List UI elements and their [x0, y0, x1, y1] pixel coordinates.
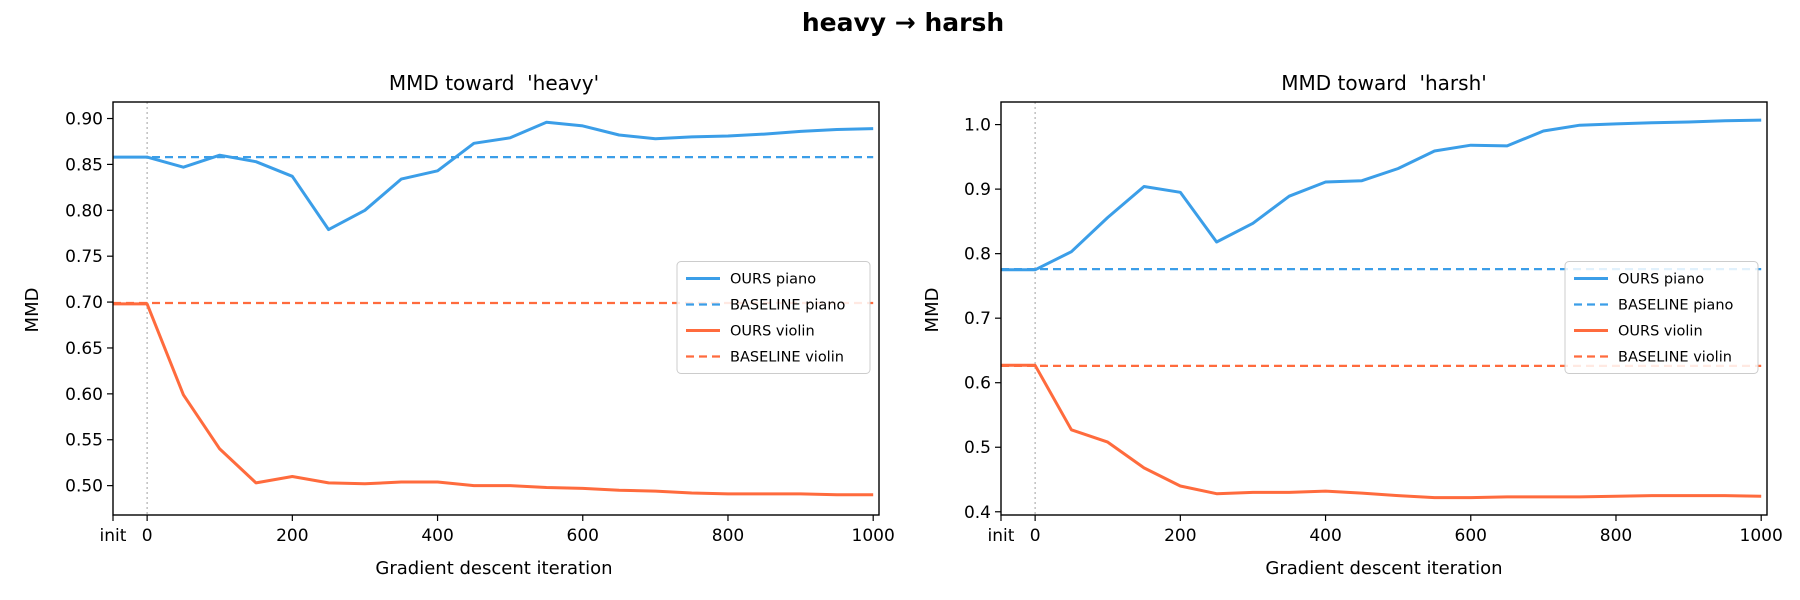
- plot-area-heavy: 0.90 0.85 0.80 0.75 0.70 0.65 0.60 0.55 0.50 init…: [65, 101, 895, 546]
- x-tick-label: 0: [1030, 526, 1041, 546]
- y-tick-label: 0.4: [964, 503, 991, 523]
- legend-label: OURS piano: [1618, 272, 1704, 288]
- xlabel-harsh: Gradient descent iteration: [1265, 558, 1502, 579]
- y-tick-label: 0.80: [65, 201, 103, 221]
- x-tick-label: 400: [421, 526, 453, 546]
- y-tick-label: 0.75: [65, 247, 103, 267]
- y-tick-label: 0.50: [65, 477, 103, 497]
- y-tick-label: 0.90: [65, 110, 103, 130]
- x-tick-label: 200: [1164, 526, 1196, 546]
- y-tick-label: 0.9: [964, 180, 991, 200]
- legend-label: OURS violin: [1618, 324, 1703, 340]
- legend: OURS piano BASELINE piano OURS violin BASEL…: [676, 261, 871, 374]
- x-tick-label: 1000: [852, 526, 895, 546]
- legend-box: [1564, 261, 1759, 374]
- x-tick-label: init: [988, 526, 1015, 546]
- y-tick-label: 0.7: [964, 309, 991, 329]
- y-tick-label: 1.0: [964, 116, 991, 136]
- plot-area-harsh: 1.0 0.9 0.8 0.7 0.6 0.5 0.4 init 0 200 400 600 800 10…: [964, 101, 1783, 546]
- y-tick-label: 0.70: [65, 293, 103, 313]
- legend-label: BASELINE violin: [730, 350, 844, 366]
- legend-box: [676, 261, 871, 374]
- legend-label: BASELINE piano: [1618, 298, 1734, 314]
- legend-label: OURS violin: [730, 324, 815, 340]
- axes-frame: [1000, 101, 1768, 516]
- legend-label: BASELINE piano: [730, 298, 846, 314]
- x-tick-label: 600: [567, 526, 599, 546]
- series-line-ours-piano: [113, 120, 874, 232]
- x-tick-label: 200: [276, 526, 308, 546]
- series-line-ours-piano: [1001, 118, 1762, 272]
- ylabel-heavy: MMD: [22, 288, 43, 333]
- legend: OURS piano BASELINE piano OURS violin BASEL…: [1564, 261, 1759, 374]
- chart-panel-harsh: MMD toward 'harsh' Gradient descent iter…: [922, 71, 1783, 579]
- x-tick-label: 800: [712, 526, 744, 546]
- x-tick-label: init: [100, 526, 127, 546]
- y-tick-label: 0.60: [65, 385, 103, 405]
- figure-title: heavy → harsh: [802, 8, 1004, 37]
- chart-panel-heavy: MMD toward 'heavy' Gradient descent iter…: [22, 71, 895, 579]
- x-tick-label: 0: [142, 526, 153, 546]
- y-tick-label: 0.6: [964, 374, 991, 394]
- x-tick-label: 800: [1600, 526, 1632, 546]
- series-line-ours-violin: [1001, 363, 1762, 500]
- x-tick-label: 400: [1309, 526, 1341, 546]
- y-tick-label: 0.5: [964, 438, 991, 458]
- legend-label: BASELINE violin: [1618, 350, 1732, 366]
- legend-label: OURS piano: [730, 272, 816, 288]
- ylabel-harsh: MMD: [922, 288, 943, 333]
- panel-title-heavy: MMD toward 'heavy': [389, 71, 599, 95]
- y-tick-label: 0.55: [65, 431, 103, 451]
- x-tick-label: 1000: [1740, 526, 1783, 546]
- y-tick-label: 0.8: [964, 245, 991, 265]
- axes-frame: [112, 101, 880, 516]
- y-tick-label: 0.85: [65, 155, 103, 175]
- x-tick-label: 600: [1455, 526, 1487, 546]
- series-line-ours-violin: [113, 302, 874, 497]
- xlabel-heavy: Gradient descent iteration: [375, 558, 612, 579]
- panel-title-harsh: MMD toward 'harsh': [1281, 71, 1487, 95]
- y-tick-label: 0.65: [65, 339, 103, 359]
